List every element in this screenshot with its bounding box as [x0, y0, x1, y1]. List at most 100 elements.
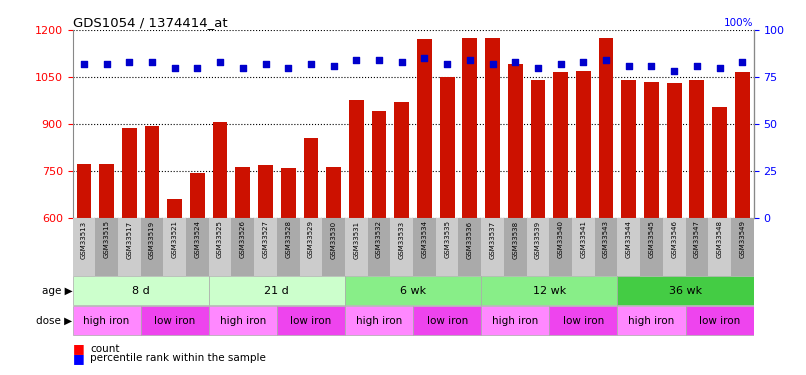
Bar — [254, 217, 277, 276]
Bar — [394, 102, 409, 218]
Bar — [667, 83, 682, 218]
Text: GSM33521: GSM33521 — [172, 220, 177, 258]
Text: GSM33525: GSM33525 — [217, 220, 223, 258]
Point — [168, 64, 181, 70]
Bar — [99, 164, 114, 218]
Bar — [368, 217, 390, 276]
Bar — [713, 106, 727, 218]
Text: GSM33544: GSM33544 — [625, 220, 632, 258]
Text: ■: ■ — [73, 352, 85, 364]
Bar — [526, 217, 550, 276]
Bar — [277, 217, 300, 276]
Text: low iron: low iron — [563, 316, 604, 326]
Text: GSM33549: GSM33549 — [739, 220, 746, 258]
Text: GSM33527: GSM33527 — [263, 220, 268, 258]
Bar — [190, 173, 205, 217]
Bar — [481, 217, 504, 276]
Point — [100, 61, 113, 67]
Point — [259, 61, 272, 67]
Bar — [550, 217, 572, 276]
Text: GSM33513: GSM33513 — [81, 220, 87, 258]
Bar — [209, 276, 345, 305]
Text: GSM33545: GSM33545 — [649, 220, 654, 258]
Bar — [73, 217, 95, 276]
Point — [713, 64, 726, 70]
Bar — [231, 217, 254, 276]
Point — [77, 61, 90, 67]
Text: 36 wk: 36 wk — [669, 286, 702, 296]
Bar — [168, 200, 182, 217]
Text: count: count — [90, 344, 120, 354]
Text: low iron: low iron — [290, 316, 331, 326]
Point — [691, 63, 704, 69]
Text: high iron: high iron — [220, 316, 266, 326]
Bar — [685, 217, 708, 276]
Bar — [345, 276, 481, 305]
Bar — [708, 217, 731, 276]
Bar — [485, 38, 500, 218]
Text: GSM33517: GSM33517 — [127, 220, 132, 258]
Bar — [550, 306, 617, 335]
Text: GSM33536: GSM33536 — [467, 220, 473, 258]
Bar — [95, 217, 118, 276]
Text: GSM33546: GSM33546 — [671, 220, 677, 258]
Bar — [617, 276, 754, 305]
Text: GSM33530: GSM33530 — [330, 220, 337, 258]
Bar — [617, 306, 685, 335]
Point — [236, 64, 249, 70]
Bar — [300, 217, 322, 276]
Bar — [372, 111, 386, 218]
Text: GSM33515: GSM33515 — [104, 220, 110, 258]
Point — [736, 59, 749, 65]
Bar — [186, 217, 209, 276]
Text: 100%: 100% — [724, 18, 754, 28]
Text: GSM33538: GSM33538 — [513, 220, 518, 258]
Bar — [463, 38, 477, 218]
Text: GSM33548: GSM33548 — [717, 220, 722, 258]
Bar — [277, 306, 345, 335]
Bar — [345, 306, 413, 335]
Text: GSM33524: GSM33524 — [194, 220, 201, 258]
Point — [509, 59, 521, 65]
Bar — [595, 217, 617, 276]
Text: GDS1054 / 1374414_at: GDS1054 / 1374414_at — [73, 16, 227, 29]
Text: high iron: high iron — [492, 316, 538, 326]
Bar — [508, 64, 522, 218]
Text: high iron: high iron — [84, 316, 130, 326]
Point — [441, 61, 454, 67]
Bar — [621, 80, 636, 218]
Text: GSM33543: GSM33543 — [603, 220, 609, 258]
Bar — [504, 217, 526, 276]
Point — [305, 61, 318, 67]
Bar — [304, 138, 318, 218]
Text: GSM33534: GSM33534 — [422, 220, 427, 258]
Bar — [213, 122, 227, 218]
Bar — [731, 217, 754, 276]
Bar — [258, 165, 273, 218]
Point — [667, 68, 680, 74]
Bar — [209, 306, 277, 335]
Text: 12 wk: 12 wk — [533, 286, 566, 296]
Bar — [644, 82, 659, 218]
Bar — [599, 38, 613, 218]
Point — [214, 59, 226, 65]
Bar — [73, 276, 209, 305]
Point — [600, 57, 613, 63]
Point — [486, 61, 499, 67]
Point — [123, 59, 135, 65]
Point — [577, 59, 590, 65]
Text: age ▶: age ▶ — [42, 286, 73, 296]
Text: GSM33541: GSM33541 — [580, 220, 586, 258]
Bar — [322, 217, 345, 276]
Bar — [417, 39, 432, 218]
Bar — [685, 306, 754, 335]
Bar — [77, 164, 91, 218]
Text: ■: ■ — [73, 342, 85, 355]
Bar — [144, 126, 160, 218]
Bar — [235, 167, 250, 218]
Bar — [576, 70, 591, 217]
Text: 8 d: 8 d — [131, 286, 150, 296]
Bar — [413, 306, 481, 335]
Text: high iron: high iron — [356, 316, 402, 326]
Bar — [663, 217, 685, 276]
